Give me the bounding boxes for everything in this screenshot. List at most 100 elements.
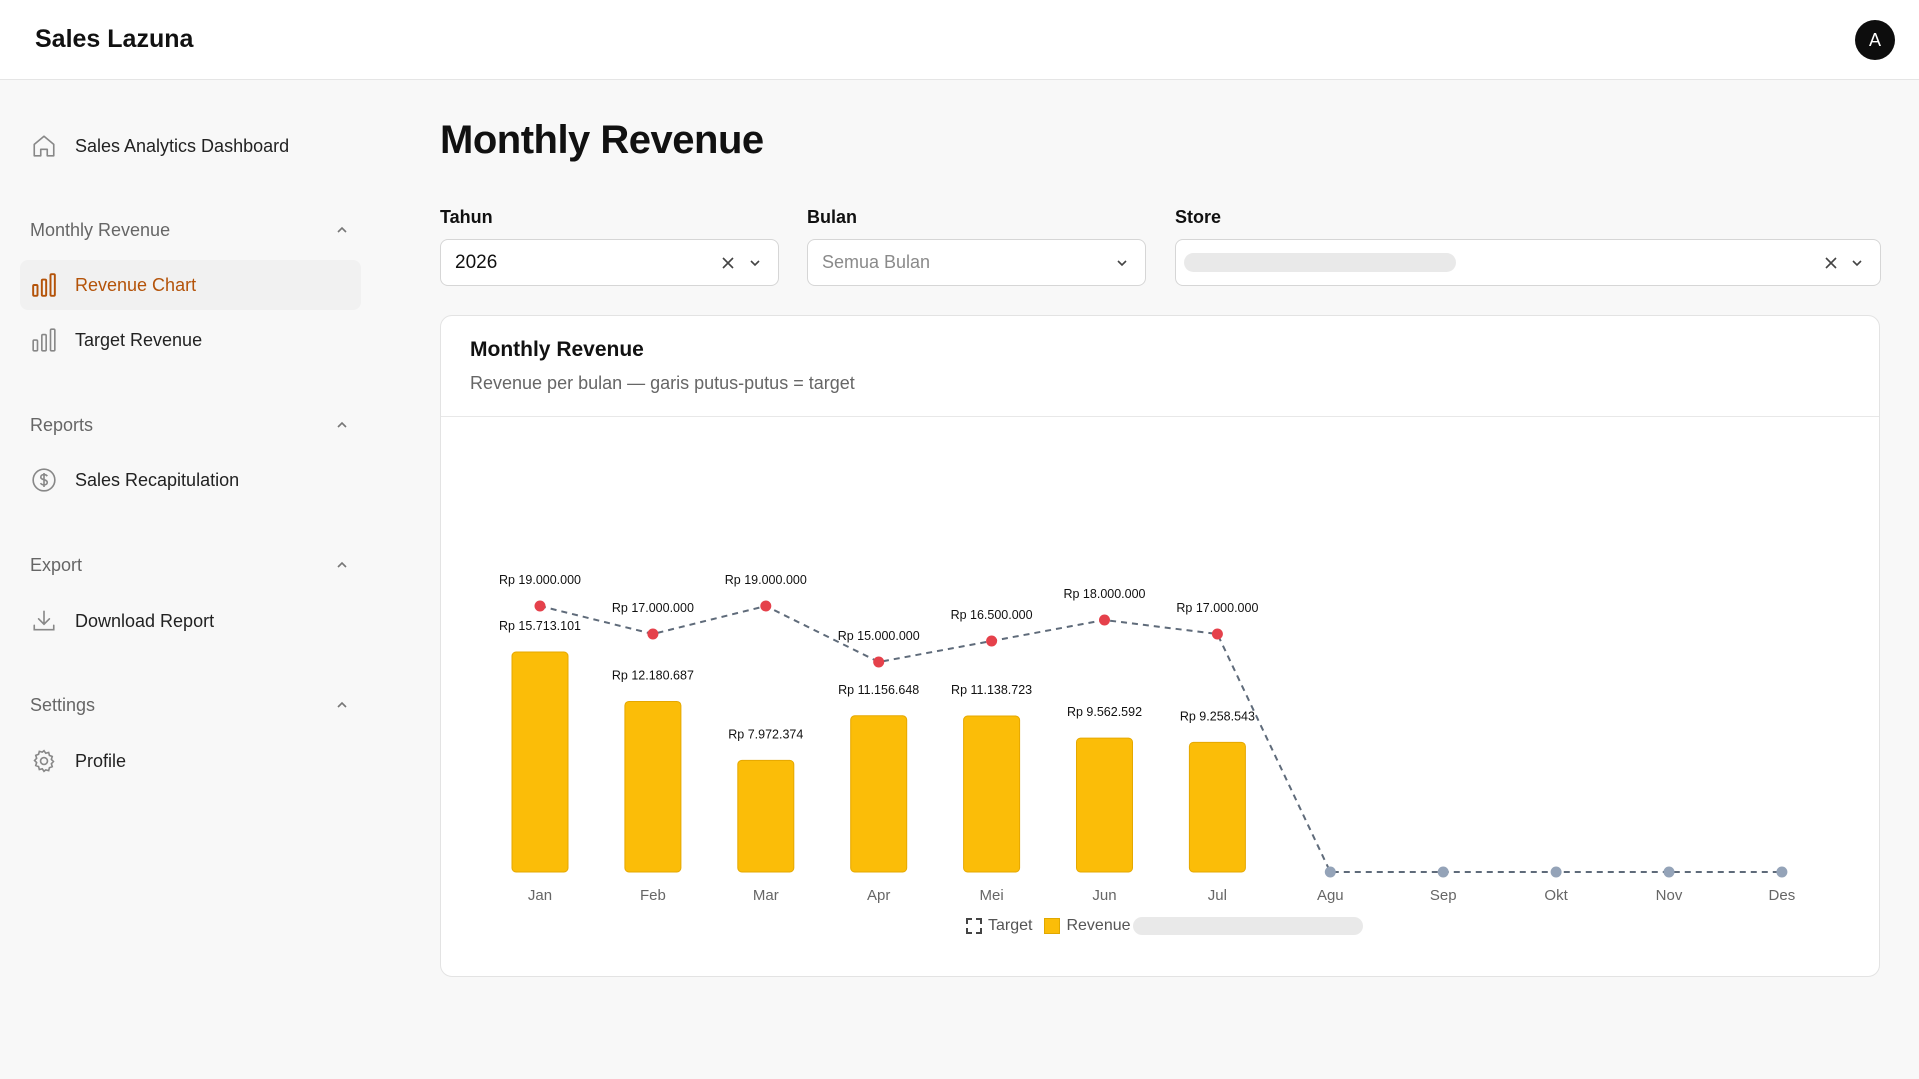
legend-label-target[interactable]: Target [988, 917, 1033, 934]
sidebar-item-dashboard[interactable]: Sales Analytics Dashboard [20, 121, 361, 171]
gear-icon [30, 747, 58, 775]
app-title[interactable]: Sales Lazuna [35, 25, 194, 53]
sidebar-item-revenue-chart[interactable]: Revenue Chart [20, 260, 361, 310]
chevron-up-icon [337, 226, 347, 233]
x-tick-label: Feb [640, 887, 666, 904]
target-point [986, 635, 998, 647]
revenue-data-label: Rp 7.972.374 [728, 727, 803, 741]
sidebar-item-download-report[interactable]: Download Report [20, 596, 361, 646]
sidebar-item-label: Revenue Chart [75, 274, 197, 295]
user-avatar[interactable]: A [1855, 20, 1895, 60]
target-data-label: Rp 17.000.000 [1176, 601, 1258, 615]
section-settings[interactable]: Settings [30, 690, 350, 720]
bulan-label: Bulan [807, 207, 858, 227]
store-select[interactable] [1175, 239, 1881, 286]
section-label: Reports [30, 414, 94, 435]
bulan-placeholder: Semua Bulan [822, 252, 931, 272]
target-data-label: Rp 19.000.000 [499, 573, 581, 587]
x-tick-label: Nov [1656, 887, 1683, 904]
x-tick-label: Apr [867, 887, 890, 904]
sidebar-item-label: Download Report [75, 610, 215, 631]
revenue-data-label: Rp 9.562.592 [1067, 705, 1142, 719]
chevron-down-icon[interactable] [1849, 255, 1865, 271]
tahun-value: 2026 [455, 251, 498, 273]
target-line [539, 604, 1782, 873]
card-divider [441, 416, 1879, 417]
target-point [1776, 866, 1788, 878]
target-point [1663, 866, 1675, 878]
revenue-data-label: Rp 9.258.543 [1180, 709, 1255, 723]
bar-revenue [624, 700, 682, 873]
x-tick-label: Jun [1092, 887, 1116, 904]
section-label: Settings [30, 694, 96, 715]
top-bar: Sales Lazuna A [0, 0, 1919, 80]
revenue-data-label: Rp 12.180.687 [612, 668, 694, 682]
store-value-placeholder [1184, 253, 1456, 272]
chevron-up-icon [337, 421, 347, 428]
bar-chart-icon [30, 326, 58, 354]
revenue-data-label: Rp 11.156.648 [838, 683, 919, 697]
x-tick-label: Jan [528, 887, 552, 904]
page-title: Monthly Revenue [440, 118, 764, 162]
target-point [1324, 866, 1336, 878]
section-monthly-revenue[interactable]: Monthly Revenue [30, 215, 350, 245]
target-data-label: Rp 16.500.000 [951, 608, 1033, 622]
revenue-chart-card: Monthly Revenue Revenue per bulan — gari… [440, 315, 1880, 977]
chevron-down-icon[interactable] [1114, 255, 1130, 271]
download-icon [30, 607, 58, 635]
x-tick-label: Sep [1430, 887, 1457, 904]
bar-revenue [1188, 741, 1246, 873]
clear-icon[interactable] [720, 255, 736, 271]
sidebar-item-sales-recapitulation[interactable]: Sales Recapitulation [20, 455, 361, 505]
sidebar-item-target-revenue[interactable]: Target Revenue [20, 315, 361, 365]
target-point [534, 600, 546, 612]
target-data-label: Rp 15.000.000 [838, 629, 920, 643]
target-data-label: Rp 19.000.000 [725, 573, 807, 587]
chevron-up-icon [337, 701, 347, 708]
bar-revenue [963, 715, 1021, 873]
revenue-chart: Rp 15.713.101 Rp 12.180.687 Rp 7.972.374 Rp… [499, 573, 1795, 904]
revenue-data-label: Rp 15.713.101 [499, 619, 581, 633]
chevron-up-icon [337, 561, 347, 568]
sidebar-item-label: Sales Analytics Dashboard [75, 135, 290, 156]
revenue-data-label: Rp 11.138.723 [951, 683, 1032, 697]
bar-revenue [511, 651, 569, 873]
target-point [647, 628, 659, 640]
bulan-select[interactable]: Semua Bulan [807, 239, 1146, 286]
bar-revenue [737, 759, 795, 873]
target-data-label: Rp 18.000.000 [1063, 587, 1145, 601]
x-tick-label: Mar [753, 887, 779, 904]
section-label: Monthly Revenue [30, 219, 171, 240]
target-point [1099, 614, 1110, 626]
store-label: Store [1175, 207, 1222, 227]
chevron-down-icon[interactable] [747, 255, 763, 271]
card-title: Monthly Revenue [470, 338, 644, 361]
x-tick-label: Okt [1544, 887, 1568, 904]
section-label: Export [30, 554, 83, 575]
target-point [1550, 866, 1562, 878]
bar-revenue [850, 715, 908, 873]
tahun-label: Tahun [440, 207, 493, 227]
dollar-icon [30, 466, 58, 494]
card-subtitle: Revenue per bulan — garis putus-putus = … [470, 373, 855, 393]
bar-revenue [1076, 737, 1133, 873]
target-data-label: Rp 17.000.000 [612, 601, 694, 615]
target-point [1437, 866, 1449, 878]
chart-legend: Target Revenue [966, 917, 1363, 935]
legend-placeholder [1132, 917, 1363, 935]
target-point [873, 656, 885, 668]
sidebar-item-profile[interactable]: Profile [20, 736, 361, 786]
section-reports[interactable]: Reports [30, 410, 350, 440]
legend-swatch-target[interactable] [966, 918, 982, 934]
x-tick-label: Jul [1208, 887, 1227, 904]
home-icon [30, 132, 58, 160]
legend-label-revenue[interactable]: Revenue [1066, 917, 1131, 934]
legend-swatch-revenue[interactable] [1044, 918, 1061, 934]
sidebar-item-label: Profile [75, 750, 127, 771]
section-export[interactable]: Export [30, 550, 350, 580]
tahun-select[interactable]: 2026 [440, 239, 779, 286]
clear-icon[interactable] [1823, 255, 1839, 271]
sidebar-item-label: Target Revenue [75, 329, 203, 350]
x-tick-label: Agu [1317, 887, 1344, 904]
sidebar-item-label: Sales Recapitulation [75, 469, 240, 490]
